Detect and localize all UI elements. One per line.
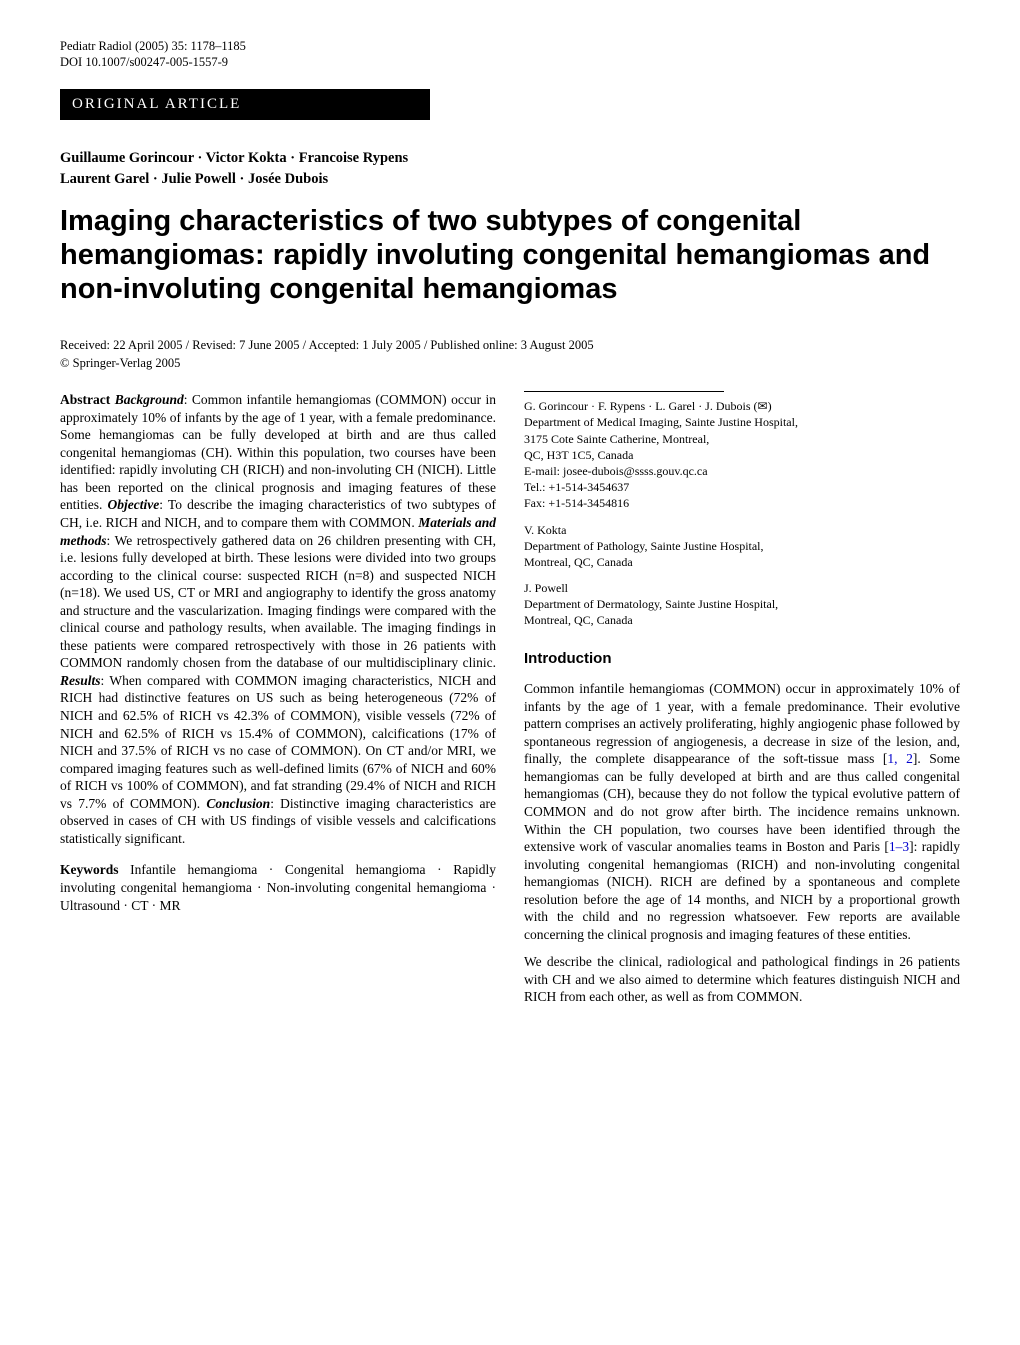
intro-p2: We describe the clinical, radiological a… bbox=[524, 953, 960, 1006]
affiliations-block: G. Gorincour · F. Rypens · L. Garel · J.… bbox=[524, 391, 960, 628]
doi-line: DOI 10.1007/s00247-005-1557-9 bbox=[60, 54, 960, 70]
article-type-bar: ORIGINAL ARTICLE bbox=[60, 89, 430, 121]
affil-3-dept: Department of Dermatology, Sainte Justin… bbox=[524, 596, 960, 612]
affil-3-region: Montreal, QC, Canada bbox=[524, 612, 960, 628]
affil-group-1: G. Gorincour · F. Rypens · L. Garel · J.… bbox=[524, 398, 960, 511]
background-text: : Common infantile hemangiomas (COMMON) … bbox=[60, 392, 496, 512]
results-label: Results bbox=[60, 673, 101, 688]
affil-1-fax: Fax: +1-514-3454816 bbox=[524, 495, 960, 511]
citation-1[interactable]: 1, 2 bbox=[887, 751, 912, 766]
abstract-label: Abstract bbox=[60, 392, 110, 407]
keywords-block: Keywords Infantile hemangioma · Congenit… bbox=[60, 861, 496, 914]
journal-header: Pediatr Radiol (2005) 35: 1178–1185 DOI … bbox=[60, 38, 960, 71]
affil-rule bbox=[524, 391, 724, 392]
affil-1-email: E-mail: josee-dubois@ssss.gouv.qc.ca bbox=[524, 463, 960, 479]
intro-p1c: ]: rapidly involuting congenital hemangi… bbox=[524, 839, 960, 942]
objective-label: Objective bbox=[108, 497, 160, 512]
keywords-text: Infantile hemangioma · Congenital hemang… bbox=[60, 862, 496, 912]
authors-block: Guillaume Gorincour · Victor Kokta · Fra… bbox=[60, 148, 960, 190]
affil-1-authors: G. Gorincour · F. Rypens · L. Garel · J.… bbox=[524, 398, 960, 414]
authors-line-2: Laurent Garel · Julie Powell · Josée Dub… bbox=[60, 169, 960, 190]
affil-2-dept: Department of Pathology, Sainte Justine … bbox=[524, 538, 960, 554]
affil-1-region: QC, H3T 1C5, Canada bbox=[524, 447, 960, 463]
abstract-block: Abstract Background: Common infantile he… bbox=[60, 391, 496, 847]
affil-3-authors: J. Powell bbox=[524, 580, 960, 596]
affil-group-2: V. Kokta Department of Pathology, Sainte… bbox=[524, 522, 960, 571]
affil-2-region: Montreal, QC, Canada bbox=[524, 554, 960, 570]
intro-heading: Introduction bbox=[524, 649, 960, 669]
keywords-label: Keywords bbox=[60, 862, 119, 877]
conclusion-label: Conclusion bbox=[206, 796, 270, 811]
methods-text: : We retrospectively gathered data on 26… bbox=[60, 533, 496, 671]
affil-2-authors: V. Kokta bbox=[524, 522, 960, 538]
affil-1-tel: Tel.: +1-514-3454637 bbox=[524, 479, 960, 495]
background-label: Background bbox=[115, 392, 184, 407]
article-dates: Received: 22 April 2005 / Revised: 7 Jun… bbox=[60, 337, 960, 353]
copyright-line: © Springer-Verlag 2005 bbox=[60, 355, 960, 371]
results-text: : When compared with COMMON imaging char… bbox=[60, 673, 496, 811]
body-columns: Abstract Background: Common infantile he… bbox=[60, 391, 960, 1006]
journal-line: Pediatr Radiol (2005) 35: 1178–1185 bbox=[60, 38, 960, 54]
intro-p1: Common infantile hemangiomas (COMMON) oc… bbox=[524, 680, 960, 943]
article-title: Imaging characteristics of two subtypes … bbox=[60, 204, 960, 307]
affil-group-3: J. Powell Department of Dermatology, Sai… bbox=[524, 580, 960, 629]
affil-1-addr: 3175 Cote Sainte Catherine, Montreal, bbox=[524, 431, 960, 447]
authors-line-1: Guillaume Gorincour · Victor Kokta · Fra… bbox=[60, 148, 960, 169]
affil-1-dept: Department of Medical Imaging, Sainte Ju… bbox=[524, 414, 960, 430]
citation-2[interactable]: 1–3 bbox=[889, 839, 909, 854]
